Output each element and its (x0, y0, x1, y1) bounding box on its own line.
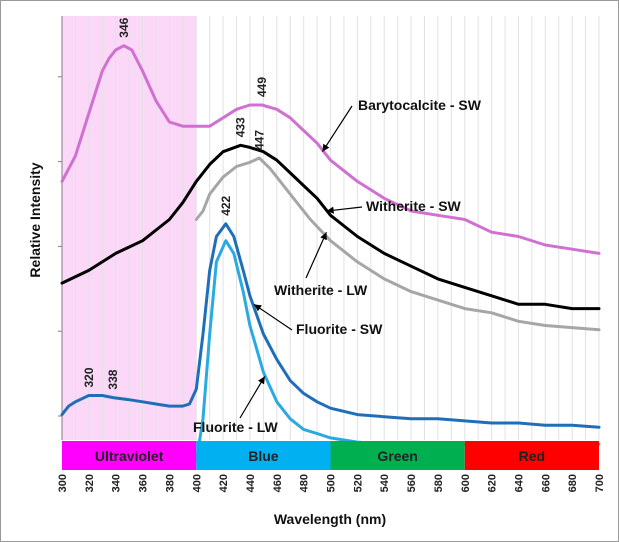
series-witherite-sw (60, 143, 601, 311)
y-tick-marks (58, 76, 62, 417)
x-axis-title: Wavelength (nm) (274, 511, 386, 527)
vertical-gridlines (61, 16, 600, 440)
peak-label-449: 449 (255, 77, 269, 97)
annotation-fluorite-lw: Fluorite - LW (193, 419, 279, 435)
band-label-ultraviolet: Ultraviolet (95, 448, 164, 464)
x-tick-label-580: 580 (433, 474, 445, 492)
x-tick-label-440: 440 (245, 474, 257, 492)
x-tick-label-600: 600 (460, 474, 472, 492)
x-tick-labels: 300 320 340 360 380 400 420 440 460 480 500 520 540 5… (57, 474, 606, 492)
x-tick-label-620: 620 (487, 474, 499, 492)
x-tick-label-520: 520 (352, 474, 364, 492)
y-axis-title: Relative Intensity (27, 162, 43, 277)
x-tick-label-540: 540 (379, 474, 391, 492)
series-barytocalcite-sw (60, 44, 601, 255)
band-green (330, 441, 465, 470)
x-tick-label-700: 700 (594, 474, 606, 492)
band-red (464, 441, 599, 470)
annotation-fluorite-sw: Fluorite - SW (296, 321, 383, 337)
band-label-green: Green (377, 448, 417, 464)
annotation-witherite-lw: Witherite - LW (274, 282, 368, 298)
peak-label-346: 346 (117, 17, 131, 37)
annotation-arrow-barytocalcite-sw (321, 105, 353, 153)
band-blue (196, 441, 331, 470)
spectrum-bands: Ultraviolet Blue Green Red (62, 441, 599, 470)
x-tick-label-300: 300 (57, 474, 69, 492)
annotation-witherite-sw: Witherite - SW (366, 198, 462, 214)
series-annotations: Barytocalcite - SW Witherite - SW Witherit… (193, 97, 482, 435)
peak-label-447: 447 (252, 130, 266, 150)
annotation-arrow-fluorite-lw (239, 376, 266, 419)
x-tick-label-680: 680 (567, 474, 579, 492)
x-tick-label-500: 500 (326, 474, 338, 492)
annotation-arrow-fluorite-sw (253, 303, 293, 331)
x-tick-label-660: 660 (540, 474, 552, 492)
x-tick-label-480: 480 (299, 474, 311, 492)
x-tick-label-380: 380 (164, 474, 176, 492)
x-tick-label-460: 460 (272, 474, 284, 492)
x-tick-label-320: 320 (84, 474, 96, 492)
x-tick-label-400: 400 (191, 474, 203, 492)
peak-label-433: 433 (234, 117, 248, 137)
band-label-blue: Blue (248, 448, 279, 464)
x-tick-label-640: 640 (514, 474, 526, 492)
peak-label-320: 320 (82, 367, 96, 387)
x-tick-label-560: 560 (406, 474, 418, 492)
series-fluorite-sw (60, 222, 601, 429)
x-tick-label-360: 360 (138, 474, 150, 492)
x-tick-label-340: 340 (111, 474, 123, 492)
x-tick-label-420: 420 (218, 474, 230, 492)
annotation-arrow-witherite-lw (305, 231, 328, 279)
annotation-arrow-witherite-sw (326, 206, 363, 214)
series-witherite-lw (194, 156, 601, 332)
band-label-red: Red (519, 448, 545, 464)
annotation-barytocalcite-sw: Barytocalcite - SW (358, 97, 482, 113)
band-ultraviolet (62, 441, 197, 470)
peak-labels: 346 449 433 447 422 320 338 (82, 17, 269, 389)
peak-label-338: 338 (106, 369, 120, 389)
peak-label-422: 422 (219, 195, 233, 215)
